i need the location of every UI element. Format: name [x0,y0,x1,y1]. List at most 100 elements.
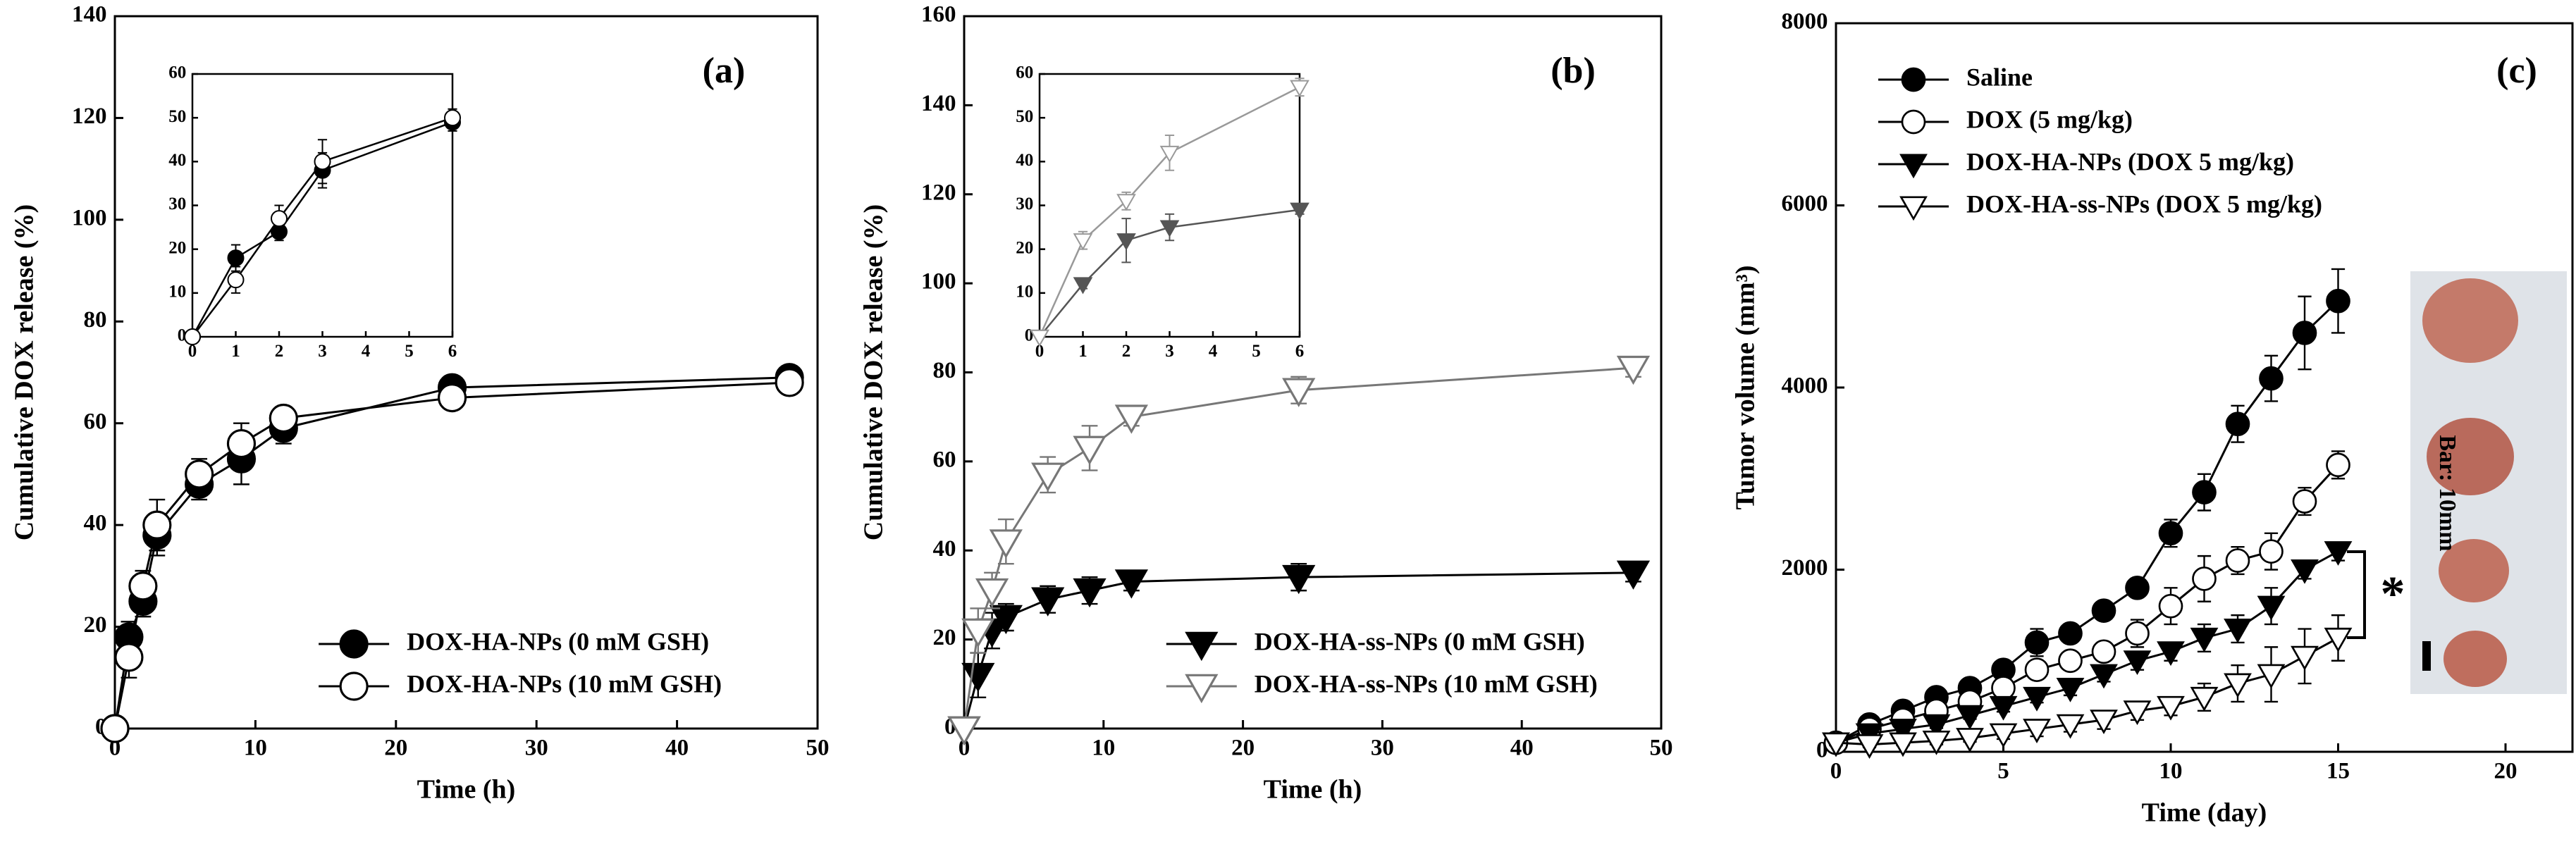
x-axis-label: Time (day) [2142,798,2267,828]
marker [2158,593,2183,619]
y-tick-label: 160 [921,2,956,27]
marker [1989,695,2018,721]
marker [2292,321,2317,345]
x-axis-label: Time (h) [417,775,516,805]
x-tick-label: 50 [1650,735,1673,760]
significance-bracket [2347,550,2366,639]
y-tick-label: 0 [1025,326,1034,345]
y-tick-label: 120 [921,180,956,205]
marker [1030,329,1049,347]
marker [1290,202,1309,220]
y-tick-label: 50 [1016,107,1033,126]
marker [2225,411,2250,437]
y-tick-label: 60 [1016,63,1033,82]
x-tick-label: 0 [1830,758,1842,783]
marker [269,403,298,433]
marker [2225,548,2250,573]
marker [2091,639,2116,664]
marker [1159,145,1180,163]
y-tick-label: 50 [168,107,186,126]
marker [989,529,1023,559]
marker [128,571,158,601]
x-tick-label: 30 [525,735,548,760]
marker [100,714,130,743]
legend-label: DOX-HA-NPs (DOX 5 mg/kg) [1966,147,2294,175]
marker [2058,648,2083,674]
y-tick-label: 20 [1016,238,1033,257]
y-axis-label: Cumulative DOX release (%) [10,204,39,540]
marker [185,459,214,489]
x-tick-label: 10 [244,735,267,760]
marker [1031,462,1065,492]
legend-label: Saline [1966,63,2033,91]
marker [1991,676,2016,700]
marker [1616,560,1651,590]
x-tick-label: 5 [405,342,414,361]
marker [271,210,288,228]
marker [2259,366,2284,391]
y-tick-label: 4000 [1781,373,1828,399]
tumor [2439,539,2509,602]
marker [314,153,331,171]
marker [1114,569,1148,599]
y-tick-label: 30 [168,194,186,213]
y-tick-label: 6000 [1781,191,1828,216]
marker [1073,277,1093,295]
marker [1290,80,1309,97]
marker [2190,686,2219,712]
marker [2090,710,2118,735]
y-tick-label: 10 [168,283,186,302]
marker [2058,621,2083,646]
tumor-photo [2410,271,2567,694]
marker [114,643,144,672]
marker [2190,627,2219,652]
marker [1116,194,1136,211]
marker [2224,618,2252,643]
x-tick-label: 5 [1252,342,1261,361]
y-tick-label: 20 [83,612,106,638]
marker [2090,664,2118,689]
marker [2192,566,2217,591]
x-tick-label: 1 [1078,342,1087,361]
marker [1159,220,1180,237]
marker [227,271,245,289]
x-tick-label: 10 [1092,735,1115,760]
marker [1989,723,2018,748]
y-axis-label: Tumor volume (mm³) [1731,265,1761,509]
marker [2257,664,2286,689]
x-tick-label: 20 [1231,735,1255,760]
marker [2257,595,2286,621]
series-line [1835,637,2339,746]
x-tick-label: 2 [1122,342,1131,361]
x-tick-label: 30 [1371,735,1394,760]
marker [2157,641,2185,667]
marker [1889,719,1917,743]
marker [1922,714,1951,739]
marker [2123,700,2152,726]
marker [2157,695,2185,721]
marker [2324,627,2353,652]
x-tick-label: 5 [1997,758,2009,783]
tumor [2443,631,2507,687]
inset-background [192,74,452,337]
y-tick-label: 40 [168,151,186,170]
marker [226,429,257,459]
marker [2326,452,2350,478]
x-tick-label: 3 [318,342,327,361]
marker [1031,587,1065,617]
marker [1922,730,1951,755]
y-tick-label: 0 [178,326,187,345]
y-tick-label: 8000 [1781,9,1828,35]
inset-background [1040,74,1300,337]
marker [437,383,467,413]
x-tick-label: 4 [362,342,371,361]
marker [975,578,1009,608]
y-tick-label: 40 [83,511,106,536]
x-tick-label: 40 [665,735,689,760]
y-tick-label: 20 [168,238,186,257]
series-line [1835,464,2339,744]
marker [1114,404,1148,434]
y-tick-label: 100 [72,205,107,230]
legend-marker [339,671,369,701]
marker [2023,719,2051,743]
